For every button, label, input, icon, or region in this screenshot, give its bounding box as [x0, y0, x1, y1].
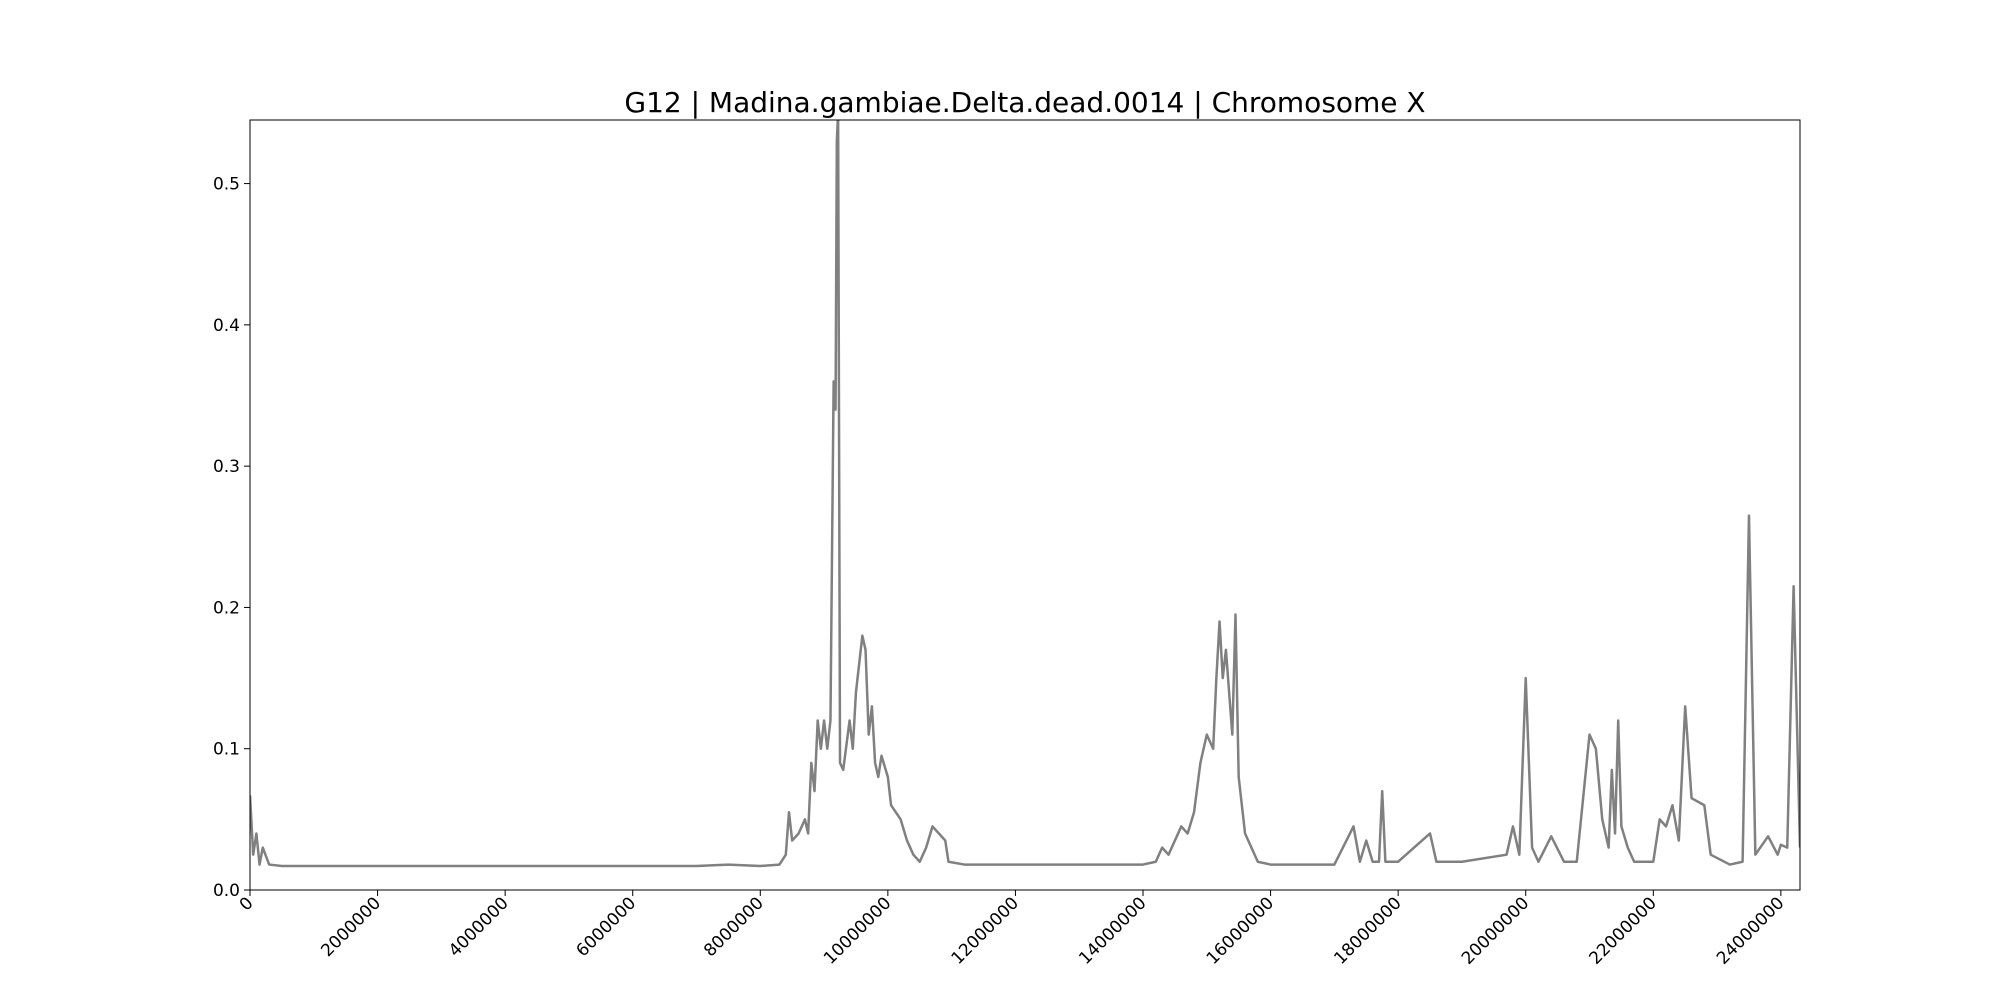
x-tick-label: 20000000: [1458, 893, 1533, 968]
x-tick-label: 18000000: [1330, 893, 1405, 968]
x-tick-label: 2000000: [317, 893, 385, 961]
x-tick-label: 8000000: [700, 893, 768, 961]
x-tick-label: 16000000: [1203, 893, 1278, 968]
x-tick-label: 10000000: [820, 893, 895, 968]
y-tick-label: 0.5: [213, 175, 240, 195]
x-tick-label: 4000000: [445, 893, 513, 961]
data-line: [250, 120, 1800, 868]
x-tick-label: 14000000: [1075, 893, 1150, 968]
y-tick-label: 0.1: [213, 740, 240, 760]
x-tick-label: 6000000: [573, 893, 641, 961]
y-tick-label: 0.2: [213, 598, 240, 618]
x-tick-label: 22000000: [1585, 893, 1660, 968]
chart-title: G12 | Madina.gambiae.Delta.dead.0014 | C…: [624, 86, 1425, 119]
y-tick-label: 0.3: [213, 457, 240, 477]
x-tick-label: 12000000: [948, 893, 1023, 968]
y-tick-label: 0.0: [213, 881, 240, 901]
plot-frame: [249, 119, 1801, 891]
x-tick-label: 24000000: [1713, 893, 1788, 968]
x-tick-label: 0: [236, 893, 258, 915]
y-tick-label: 0.4: [213, 316, 240, 336]
